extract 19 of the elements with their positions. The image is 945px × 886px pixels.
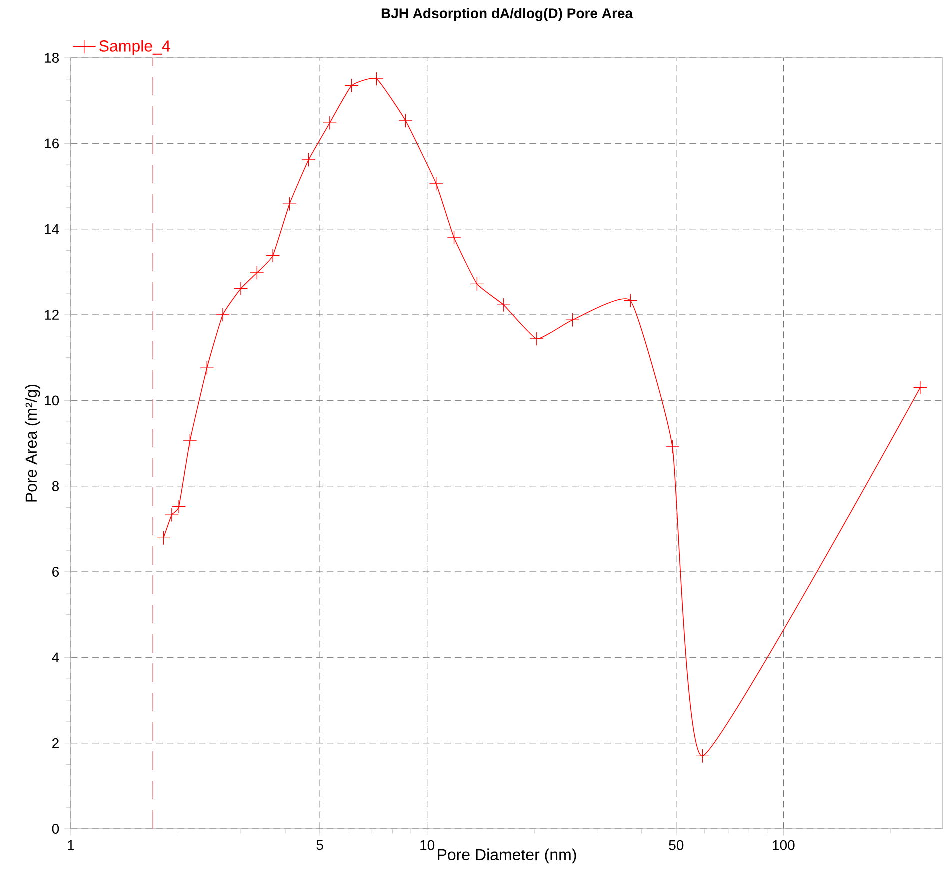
x-axis-title: Pore Diameter (nm): [438, 848, 576, 864]
chart-title: BJH Adsorption dA/dlog(D) Pore Area: [382, 8, 634, 22]
y-tick-label: 14: [45, 224, 60, 234]
x-tick-label: 50: [669, 840, 684, 850]
y-axis-title: Pore Area (m²/g): [25, 384, 40, 502]
y-tick-label: 12: [45, 310, 59, 320]
y-tick-label: 10: [45, 396, 60, 406]
y-tick-label: 6: [52, 567, 60, 577]
y-tick-label: 2: [52, 738, 59, 748]
x-tick-label: 5: [316, 840, 324, 850]
y-tick-label: 4: [52, 652, 60, 662]
x-tick-label: 1: [68, 840, 74, 850]
y-tick-label: 0: [52, 824, 60, 834]
x-tick-label: 10: [420, 840, 435, 850]
y-tick-label: 16: [45, 138, 60, 149]
y-tick-label: 8: [52, 481, 60, 492]
y-tick-label: 18: [45, 53, 60, 63]
x-tick-label: 100: [773, 840, 795, 850]
legend-label: Sample_4: [100, 40, 170, 56]
